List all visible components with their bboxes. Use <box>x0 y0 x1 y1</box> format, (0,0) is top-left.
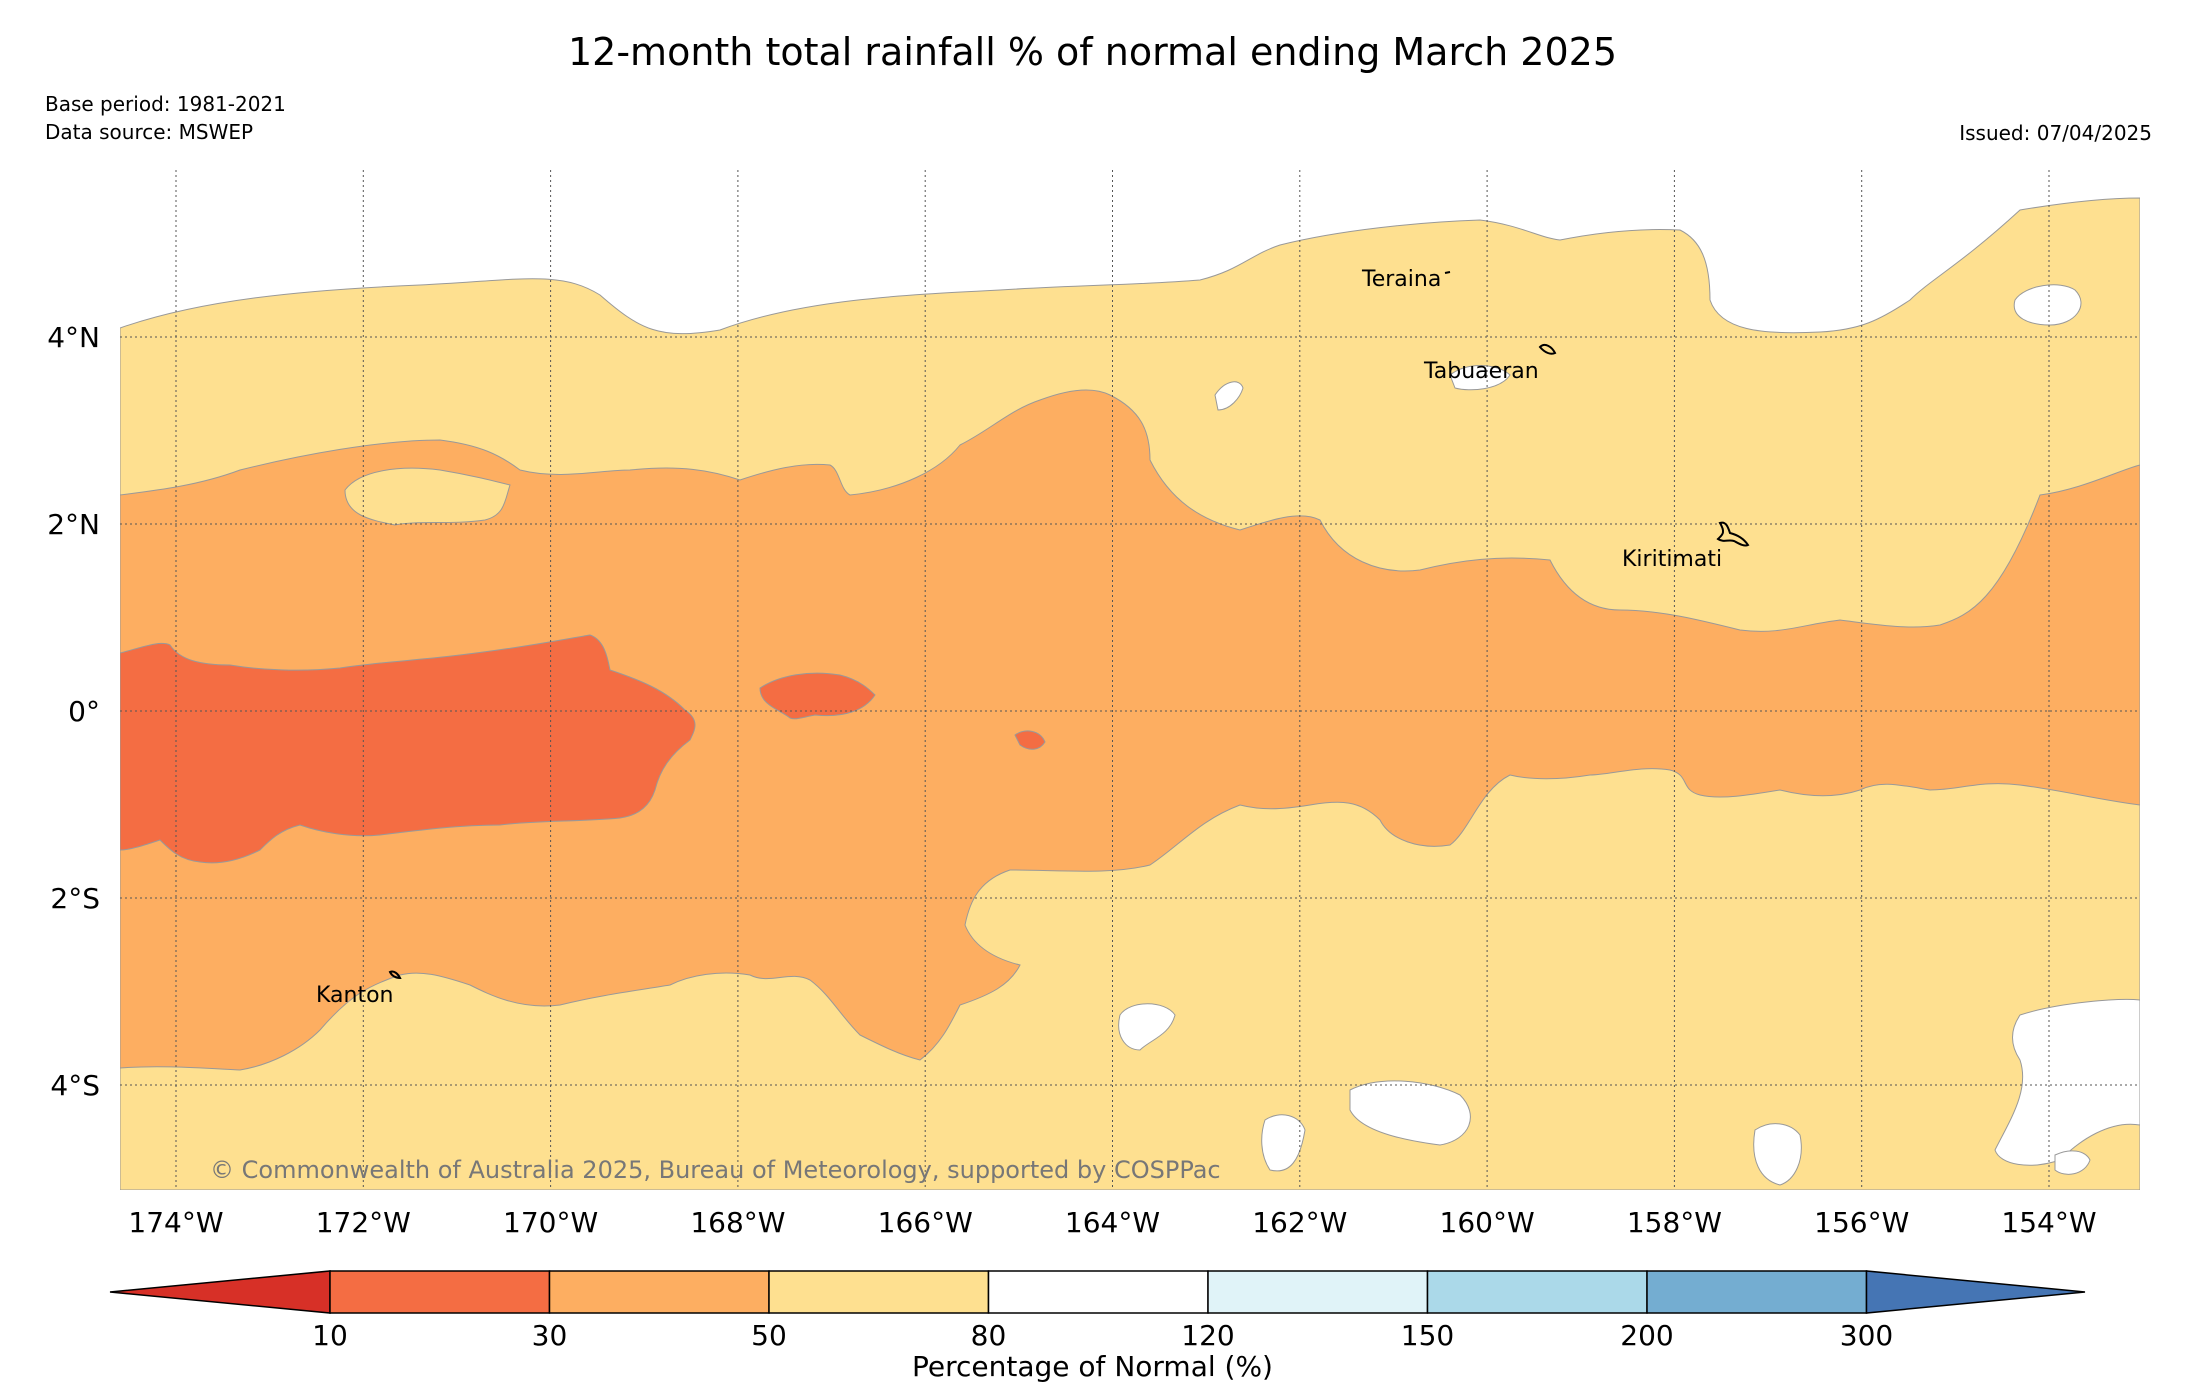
colorbar-segment <box>987 1270 1209 1314</box>
zone-80-120-patch <box>1349 1080 1471 1146</box>
colorbar-tick-label: 150 <box>1401 1319 1454 1352</box>
zone-30-50 <box>120 389 2140 1071</box>
zone-80-120-patch <box>1214 381 1244 411</box>
latitude-tick-labels: 4°N 2°N 0° 2°S 4°S <box>47 321 100 1102</box>
colorbar-segment <box>1646 1270 1868 1314</box>
colorbar-tick-label: 10 <box>312 1319 348 1352</box>
colorbar <box>109 1270 2086 1314</box>
zone-80-120-patch <box>2013 284 2082 326</box>
longitude-tick-label: 174°W <box>128 1206 223 1239</box>
place-label-teraina: Teraina <box>1361 267 1441 292</box>
longitude-tick-label: 166°W <box>878 1206 973 1239</box>
colorbar-tick-label: 30 <box>532 1319 568 1352</box>
colorbar-tick-label: 50 <box>751 1319 787 1352</box>
teraina-island <box>1444 271 1451 274</box>
longitude-tick-label: 170°W <box>503 1206 598 1239</box>
longitude-tick-label: 164°W <box>1065 1206 1160 1239</box>
colorbar-segment <box>548 1270 770 1314</box>
kiritimati-island <box>1716 521 1750 547</box>
zone-80-120-patch <box>1449 365 1511 391</box>
base-period-note: Base period: 1981-2021 <box>45 92 286 116</box>
latitude-tick-label: 4°N <box>47 321 100 354</box>
colorbar-segment <box>329 1270 551 1314</box>
colorbar-tick-label: 200 <box>1620 1319 1673 1352</box>
latitude-tick-label: 2°N <box>47 508 100 541</box>
place-label-kanton: Kanton <box>316 983 394 1008</box>
place-labels: Teraina Tabuaeran Kiritimati Kanton <box>316 267 1722 1008</box>
colorbar-extend-low <box>109 1270 331 1314</box>
latitude-tick-label: 4°S <box>50 1069 100 1102</box>
island-outlines <box>388 271 1750 980</box>
colorbar-tick-label: 80 <box>971 1319 1007 1352</box>
longitude-tick-label: 156°W <box>1814 1206 1909 1239</box>
zone-10-30-patch <box>1014 730 1046 750</box>
longitude-tick-label: 154°W <box>2001 1206 2096 1239</box>
data-source-note: Data source: MSWEP <box>45 120 254 144</box>
colorbar-tick-label: 120 <box>1181 1319 1234 1352</box>
map-plot-area <box>120 170 2140 1190</box>
zone-80-120-patch <box>2054 1150 2091 1175</box>
longitude-tick-label: 162°W <box>1252 1206 1347 1239</box>
colorbar-tick-labels: 10 30 50 80 120 150 200 300 <box>312 1319 1893 1352</box>
colorbar-label: Percentage of Normal (%) <box>912 1350 1273 1383</box>
zone-10-30 <box>120 634 696 864</box>
copyright-note: © Commonwealth of Australia 2025, Bureau… <box>210 1156 1221 1184</box>
longitude-tick-label: 158°W <box>1627 1206 1722 1239</box>
place-label-kiritimati: Kiritimati <box>1622 547 1722 572</box>
colorbar-tick-label: 300 <box>1840 1319 1893 1352</box>
latitude-tick-label: 2°S <box>50 882 100 915</box>
longitude-tick-label: 168°W <box>690 1206 785 1239</box>
longitude-tick-label: 172°W <box>316 1206 411 1239</box>
zone-80-120-patch <box>1753 1123 1802 1186</box>
longitude-tick-label: 160°W <box>1440 1206 1535 1239</box>
colorbar-segment <box>1426 1270 1648 1314</box>
map-title: 12-month total rainfall % of normal endi… <box>567 30 1618 74</box>
kanton-island <box>388 970 402 980</box>
colorbar-segment <box>768 1270 990 1314</box>
latitude-tick-label: 0° <box>68 695 100 728</box>
place-label-tabuaeran: Tabuaeran <box>1423 359 1539 384</box>
zone-10-30-patch <box>759 672 876 720</box>
colorbar-extend-high <box>1865 1270 2086 1314</box>
tabuaeran-island <box>1538 343 1557 355</box>
graticule <box>120 170 2140 1190</box>
longitude-tick-labels: 174°W 172°W 170°W 168°W 166°W 164°W 162°W 160°W… <box>128 1206 2096 1239</box>
colorbar-segment <box>1207 1270 1429 1314</box>
zone-80-120-patch <box>1261 1114 1306 1172</box>
zone-80-120-patch <box>1994 999 2140 1166</box>
zone-80-120-patch <box>1118 1003 1176 1051</box>
issued-date: Issued: 07/04/2025 <box>1959 121 2152 145</box>
